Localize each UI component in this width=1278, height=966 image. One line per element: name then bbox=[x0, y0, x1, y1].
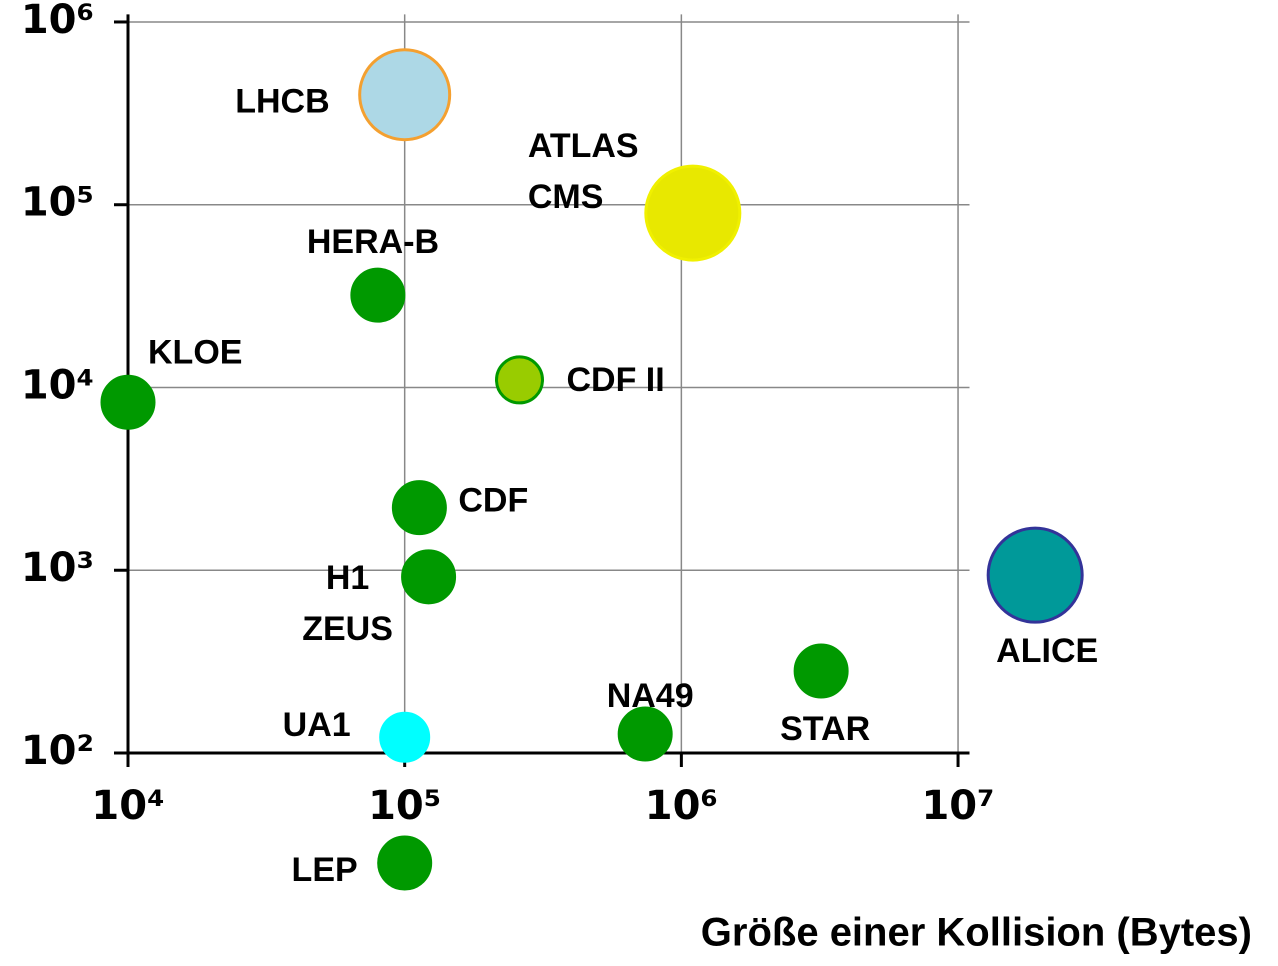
bubble bbox=[401, 549, 457, 605]
point-label: KLOE bbox=[148, 333, 242, 371]
point-label: LEP bbox=[292, 851, 358, 889]
x-tick-label: 10⁶ bbox=[645, 783, 718, 829]
x-tick-label: 10⁷ bbox=[921, 783, 994, 829]
point-label: STAR bbox=[780, 710, 870, 748]
point-label: UA1 bbox=[283, 706, 351, 744]
bubble bbox=[358, 48, 452, 142]
y-tick-label: 10³ bbox=[21, 545, 94, 591]
bubble bbox=[986, 526, 1084, 624]
x-tick-label: 10⁴ bbox=[91, 783, 164, 829]
point-label: H1 bbox=[326, 559, 369, 597]
y-tick-label: 10⁶ bbox=[21, 0, 94, 43]
bubble bbox=[391, 480, 447, 536]
bubble bbox=[377, 835, 433, 891]
bubble bbox=[644, 164, 742, 262]
point-label: CDF bbox=[458, 482, 528, 520]
bubble bbox=[350, 267, 406, 323]
point-label: CMS bbox=[528, 178, 604, 216]
point-label: LHCB bbox=[235, 83, 329, 121]
point-label: CDF II bbox=[566, 361, 664, 399]
bubble bbox=[793, 643, 849, 699]
bubble bbox=[494, 355, 544, 405]
point-label: ZEUS bbox=[302, 610, 393, 648]
x-axis-title: Größe einer Kollision (Bytes) bbox=[701, 911, 1252, 955]
point-label: NA49 bbox=[607, 677, 694, 715]
point-label: HERA-B bbox=[307, 223, 439, 261]
bubble bbox=[379, 711, 431, 763]
point-label: ALICE bbox=[996, 632, 1098, 670]
y-tick-label: 10² bbox=[21, 728, 94, 774]
y-tick-label: 10⁵ bbox=[21, 180, 94, 226]
bubble bbox=[100, 374, 156, 430]
point-label: ATLAS bbox=[528, 127, 639, 165]
y-tick-label: 10⁴ bbox=[21, 362, 94, 408]
bubble bbox=[617, 706, 673, 762]
x-tick-label: 10⁵ bbox=[368, 783, 441, 829]
